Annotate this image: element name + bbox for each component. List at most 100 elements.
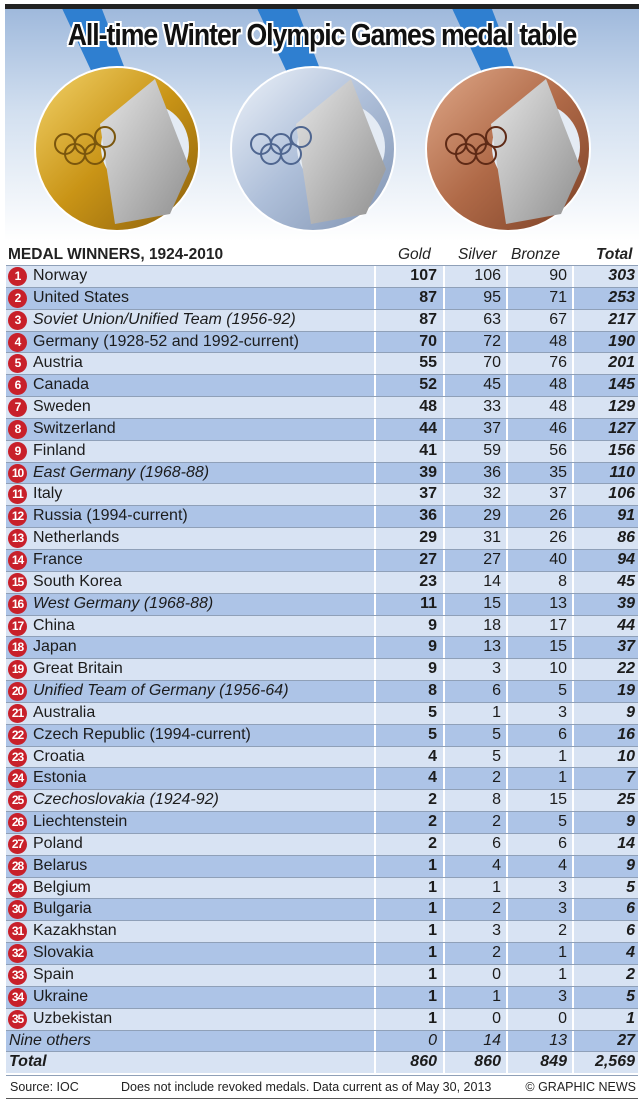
country-name: Ukraine (33, 987, 89, 1005)
bronze-count: 1 (506, 943, 572, 964)
country-name: Italy (33, 485, 63, 503)
total-count: 94 (572, 549, 638, 571)
bronze-count: 67 (506, 309, 572, 331)
country-name: Croatia (33, 747, 85, 765)
silver-count: 1 (443, 986, 505, 1008)
rank-badge: 28 (8, 856, 27, 876)
header-gold: Gold (398, 246, 431, 263)
country-name: Netherlands (33, 529, 120, 547)
silver-count: 6 (443, 833, 505, 855)
header-total: Total (596, 246, 633, 263)
country-name: Russia (1994-current) (33, 507, 188, 525)
silver-count: 2 (443, 899, 505, 921)
country-name: Canada (33, 376, 90, 394)
table-row: 5 Austria 55 70 76 201 (6, 352, 638, 375)
gold-count: 4 (374, 768, 440, 790)
gold-count: 2 (374, 812, 440, 833)
total-count: 86 (572, 528, 638, 549)
bronze-count: 5 (506, 812, 572, 833)
silver-count: 14 (443, 1030, 505, 1052)
total-count: 9 (572, 855, 638, 877)
gold-count: 52 (374, 375, 440, 397)
country-name: Great Britain (33, 660, 123, 678)
country-name: China (33, 616, 75, 634)
rank-badge: 3 (8, 310, 27, 330)
bronze-count: 48 (506, 331, 572, 353)
rank-badge: 22 (8, 725, 27, 745)
table-row: 10 East Germany (1968-88) 39 36 35 110 (6, 461, 638, 484)
gold-count: 44 (374, 418, 440, 440)
bronze-count: 1 (506, 965, 572, 986)
bronze-count: 849 (506, 1052, 572, 1074)
table-row: 24 Estonia 4 2 1 7 (6, 767, 638, 790)
bronze-count: 37 (506, 484, 572, 506)
rank-badge: 31 (8, 922, 27, 942)
total-count: 39 (572, 593, 638, 615)
rank-badge: 8 (8, 419, 27, 439)
silver-count: 32 (443, 484, 505, 506)
silver-count: 5 (443, 746, 505, 768)
table-row: 23 Croatia 4 5 1 10 (6, 745, 638, 768)
rank-badge: 24 (8, 769, 27, 789)
silver-count: 2 (443, 812, 505, 833)
credit-text: © GRAPHIC NEWS (525, 1080, 636, 1094)
gold-count: 70 (374, 331, 440, 353)
table-row: 8 Switzerland 44 37 46 127 (6, 417, 638, 440)
gold-count: 36 (374, 506, 440, 528)
rank-badge: 14 (8, 550, 27, 570)
gold-count: 2 (374, 790, 440, 812)
bronze-count: 6 (506, 833, 572, 855)
gold-count: 37 (374, 484, 440, 506)
rank-badge: 6 (8, 376, 27, 396)
table-row: 1 Norway 107 106 90 303 (6, 265, 638, 287)
total-count: 9 (572, 812, 638, 833)
silver-count: 4 (443, 855, 505, 877)
total-count: 217 (572, 309, 638, 331)
rank-badge: 1 (8, 267, 27, 286)
medals-illustration (34, 9, 591, 232)
country-name: Czech Republic (1994-current) (33, 725, 251, 743)
country-name: Belgium (33, 878, 91, 896)
silver-count: 2 (443, 768, 505, 790)
rank-badge: 4 (8, 332, 27, 352)
silver-count: 14 (443, 571, 505, 593)
bronze-count: 4 (506, 855, 572, 877)
bronze-count: 13 (506, 593, 572, 615)
country-name: Germany (1928-52 and 1992-current) (33, 332, 299, 350)
total-count: 253 (572, 287, 638, 309)
table-row: 9 Finland 41 59 56 156 (6, 439, 638, 462)
total-count: 1 (572, 1008, 638, 1030)
country-name: Australia (33, 703, 96, 721)
rank-badge: 20 (8, 682, 27, 702)
silver-count: 13 (443, 637, 505, 659)
silver-count: 3 (443, 659, 505, 681)
table-row: 2 United States 87 95 71 253 (6, 286, 638, 309)
bronze-count: 1 (506, 768, 572, 790)
total-count: 6 (572, 921, 638, 943)
bronze-count: 5 (506, 681, 572, 702)
rank-badge: 19 (8, 660, 27, 680)
gold-count: 11 (374, 593, 440, 615)
total-count: 6 (572, 899, 638, 921)
gold-count: 5 (374, 702, 440, 724)
table-row: 30 Bulgaria 1 2 3 6 (6, 898, 638, 921)
gold-count: 27 (374, 549, 440, 571)
total-count: 22 (572, 659, 638, 681)
gold-count: 55 (374, 353, 440, 375)
gold-count: 1 (374, 965, 440, 986)
gold-count: 9 (374, 659, 440, 681)
rank-badge: 25 (8, 791, 27, 811)
country-name: Unified Team of Germany (1956-64) (33, 682, 289, 700)
others-row: Nine others 0 14 13 27 (6, 1029, 638, 1052)
silver-count: 0 (443, 1008, 505, 1030)
table-row: 29 Belgium 1 1 3 5 (6, 876, 638, 899)
country-name: Nine others (9, 1031, 91, 1049)
total-count: 9 (572, 702, 638, 724)
total-count: 5 (572, 986, 638, 1008)
gold-count: 39 (374, 462, 440, 484)
total-count: 201 (572, 353, 638, 375)
rank-badge: 32 (8, 944, 27, 964)
table-row: 20 Unified Team of Germany (1956-64) 8 6 5 19 (6, 680, 638, 702)
table-body: 1 Norway 107 106 90 303 2 United States 87 95 71 25… (6, 265, 638, 1074)
country-name: Total (9, 1053, 47, 1071)
